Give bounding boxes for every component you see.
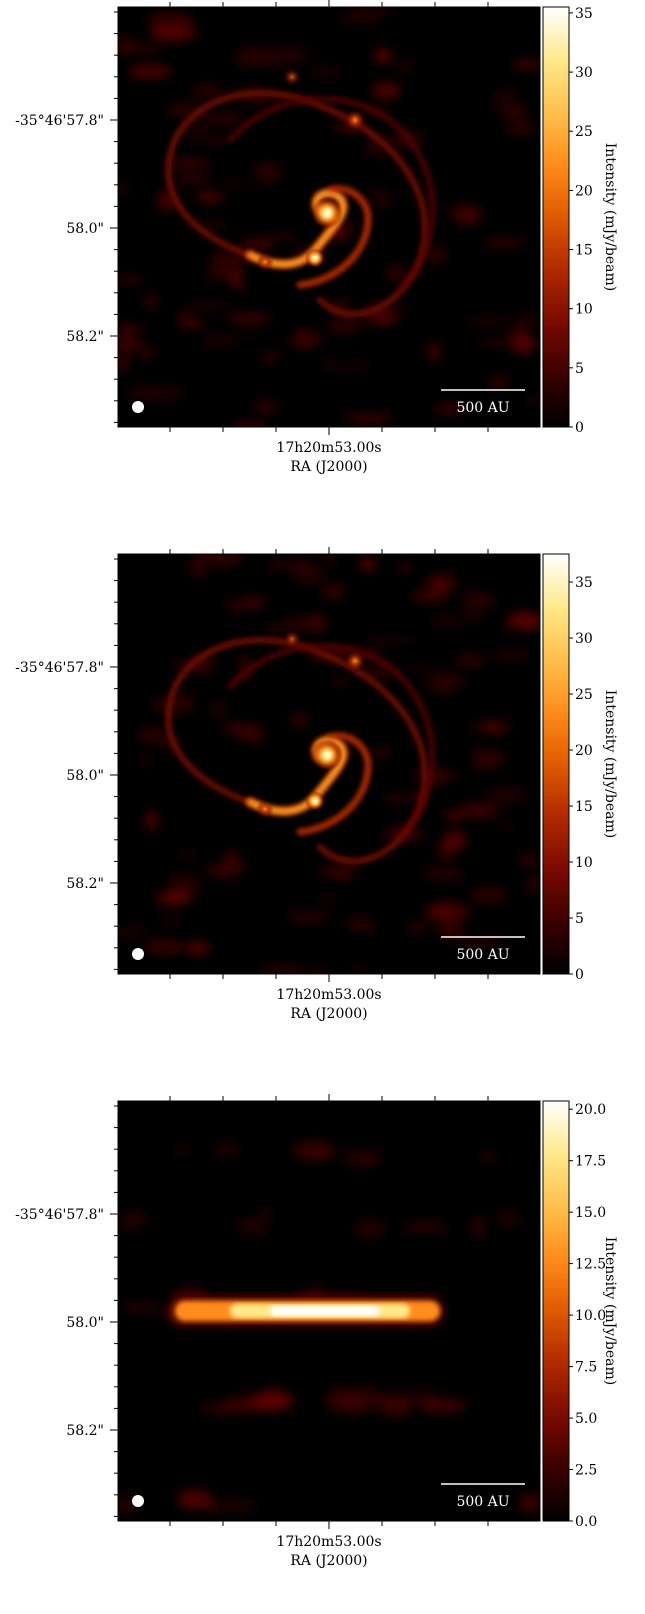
colorbar-tick-label: 15: [575, 799, 593, 815]
colorbar-tick-label: 35: [575, 6, 593, 22]
colorbar-tick-label: 7.5: [575, 1360, 597, 1376]
noise-layer: [118, 554, 540, 974]
map-panel-2: 500 AU -35°46'57.8" 58.0" 58.2" 17h20m53.00s…: [0, 547, 645, 1067]
x-tick-label: 17h20m53.00s: [276, 440, 381, 456]
map-panel-svg-1: 500 AU -35°46'57.8" 58.0" 58.2" 17h20m53.00s…: [15, 0, 618, 475]
colorbar-tick-label: 30: [575, 631, 593, 647]
noise-layer: [118, 7, 540, 427]
emission-map: [118, 1140, 540, 1516]
colorbar-tick-label: 10.0: [575, 1308, 606, 1324]
beam-ellipse: [132, 1495, 144, 1507]
colorbar-tick-label: 12.5: [575, 1257, 606, 1273]
colorbar: [542, 6, 570, 428]
colorbar: [542, 553, 570, 975]
colorbar-tick-label: 17.5: [575, 1154, 606, 1170]
axis-ticks: [110, 0, 489, 435]
emission-knots: [256, 630, 366, 818]
colorbar-tick-label: 20: [575, 743, 593, 759]
x-axis-label: RA (J2000): [290, 1006, 367, 1022]
colorbar-tick-label: 20: [575, 183, 593, 199]
colorbar-label: Intensity (mJy/beam): [602, 143, 618, 291]
colorbar-tick-label: 35: [575, 575, 593, 591]
colorbar-tick-label: 0.0: [575, 1514, 597, 1530]
map-panel-svg-3: 500 AU -35°46'57.8" 58.0" 58.2" 17h20m53.00s…: [15, 1094, 618, 1569]
y-tick-label: 58.2": [66, 329, 104, 345]
colorbar-label: Intensity (mJy/beam): [602, 1237, 618, 1385]
beam-ellipse: [132, 401, 144, 413]
map-panel-svg-2: 500 AU -35°46'57.8" 58.0" 58.2" 17h20m53.00s…: [15, 547, 618, 1022]
colorbar-tick-label: 5: [575, 911, 584, 927]
edge-on-disk: [168, 1297, 443, 1325]
colorbar-tick-label: 10: [575, 855, 593, 871]
y-tick-label: 58.2": [66, 876, 104, 892]
colorbar-tick-label: 25: [575, 124, 593, 140]
emission-map: [118, 7, 540, 427]
x-axis-label: RA (J2000): [290, 459, 367, 475]
y-tick-label: 58.0": [66, 1315, 104, 1331]
x-tick-label: 17h20m53.00s: [276, 987, 381, 1003]
x-tick-label: 17h20m53.00s: [276, 1534, 381, 1550]
colorbar-tick-label: 25: [575, 687, 593, 703]
scale-bar-label: 500 AU: [456, 947, 509, 963]
colorbar-tick-label: 0: [575, 420, 584, 436]
y-tick-label: 58.0": [66, 221, 104, 237]
x-axis-label: RA (J2000): [290, 1553, 367, 1569]
scale-bar-label: 500 AU: [456, 400, 509, 416]
colorbar-tick-label: 10: [575, 302, 593, 318]
axis-ticks: [110, 1094, 489, 1529]
y-tick-label: 58.0": [66, 768, 104, 784]
colorbar-tick-label: 15: [575, 243, 593, 259]
scale-bar-label: 500 AU: [456, 1494, 509, 1510]
colorbar-tick-label: 30: [575, 65, 593, 81]
colorbar-tick-label: 15.0: [575, 1205, 606, 1221]
y-tick-label: -35°46'57.8": [15, 113, 104, 129]
emission-knots: [256, 68, 366, 271]
colorbar-tick-label: 20.0: [575, 1102, 606, 1118]
y-tick-label: -35°46'57.8": [15, 1207, 104, 1223]
colorbar-tick-label: 0: [575, 967, 584, 983]
beam-ellipse: [132, 948, 144, 960]
map-panel-1: 500 AU -35°46'57.8" 58.0" 58.2" 17h20m53.00s…: [0, 0, 645, 520]
y-tick-label: -35°46'57.8": [15, 660, 104, 676]
emission-map: [118, 554, 540, 974]
colorbar-tick-label: 5: [575, 361, 584, 377]
colorbar-label: Intensity (mJy/beam): [602, 690, 618, 838]
colorbar-tick-label: 2.5: [575, 1463, 597, 1479]
colorbar: [542, 1100, 570, 1522]
y-tick-label: 58.2": [66, 1423, 104, 1439]
map-panel-3: 500 AU -35°46'57.8" 58.0" 58.2" 17h20m53.00s…: [0, 1094, 645, 1614]
colorbar-tick-label: 5.0: [575, 1411, 597, 1427]
axis-ticks: [110, 547, 489, 982]
